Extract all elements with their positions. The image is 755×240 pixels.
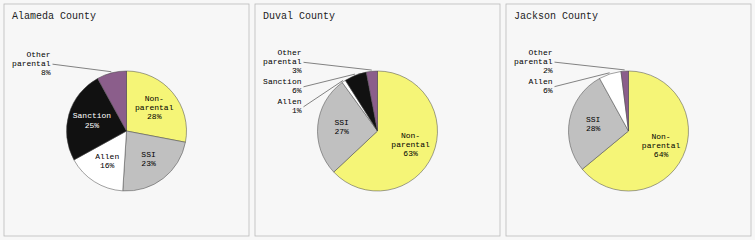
chart-title: Duval County bbox=[263, 11, 335, 22]
slice-category: Otherparental bbox=[263, 48, 302, 66]
panel-frame bbox=[4, 4, 249, 236]
pie-slice bbox=[600, 71, 629, 131]
background bbox=[0, 0, 755, 240]
slice-category: SSI bbox=[141, 150, 155, 159]
leader-line bbox=[304, 62, 372, 70]
slice-category: Non-parental bbox=[642, 132, 681, 150]
leader-line bbox=[555, 73, 610, 87]
data-label: 1% bbox=[292, 106, 302, 115]
slice-category: Otherparental bbox=[514, 48, 553, 66]
leader-line bbox=[304, 74, 355, 87]
slice-category: Allen bbox=[277, 97, 301, 106]
data-label: 28% bbox=[586, 124, 601, 133]
data-label: 25% bbox=[85, 121, 100, 130]
figure: Alameda CountyNon-parental28%SSI23%Allen… bbox=[0, 0, 755, 240]
data-label: 16% bbox=[100, 161, 115, 170]
slices bbox=[67, 71, 187, 191]
data-label: 6% bbox=[292, 86, 302, 95]
pie-panel: Duval County Non-parental63% SSI27% Otherpa… bbox=[255, 4, 500, 236]
leader-line bbox=[53, 64, 112, 72]
pie-slice bbox=[127, 71, 187, 142]
pie-panel: Jackson County Non-parental64% SSI28% Other… bbox=[506, 4, 751, 236]
data-label: 63% bbox=[403, 149, 418, 158]
data-label: 3% bbox=[292, 66, 302, 75]
chart-title: Alameda County bbox=[12, 11, 96, 22]
slice-labels: Non-parental63% SSI27% Otherparental3% Sanc… bbox=[263, 48, 430, 158]
slice-category: Non-parental bbox=[135, 94, 174, 112]
data-label: 8% bbox=[41, 68, 51, 77]
leader-line bbox=[555, 62, 625, 70]
pie-panel: Alameda County Non-parental28% SSI23% Allen… bbox=[4, 4, 249, 236]
slice-category: Sanction bbox=[73, 112, 112, 121]
slice-category: SSI bbox=[586, 115, 600, 124]
pie-slice bbox=[98, 71, 127, 131]
data-label: 27% bbox=[334, 127, 349, 136]
slice-category: Allen bbox=[528, 77, 552, 86]
data-label: 28% bbox=[147, 112, 162, 121]
slice-category: Sanction bbox=[263, 77, 302, 86]
slice-labels: Non-parental64% SSI28% Otherparental2% Alle… bbox=[514, 48, 680, 159]
panel-frame bbox=[255, 4, 500, 236]
chart-title: Jackson County bbox=[514, 11, 598, 22]
slice-category: Allen bbox=[95, 152, 119, 161]
slice-category: SSI bbox=[334, 118, 348, 127]
data-label: 23% bbox=[141, 159, 156, 168]
leader-line bbox=[304, 80, 344, 106]
panel-frame bbox=[506, 4, 751, 236]
slice-labels: Non-parental28% SSI23% Allen16% Sanction25%… bbox=[12, 50, 174, 170]
pie-slice bbox=[123, 131, 186, 191]
slice-category: Otherparental bbox=[12, 50, 51, 68]
pie-slice bbox=[366, 71, 377, 131]
slice-category: Non-parental bbox=[391, 131, 430, 149]
data-label: 2% bbox=[543, 66, 553, 75]
data-label: 6% bbox=[543, 86, 553, 95]
slices bbox=[569, 71, 689, 191]
data-label: 64% bbox=[654, 150, 669, 159]
pie-slice bbox=[621, 71, 629, 131]
slices bbox=[318, 71, 438, 191]
